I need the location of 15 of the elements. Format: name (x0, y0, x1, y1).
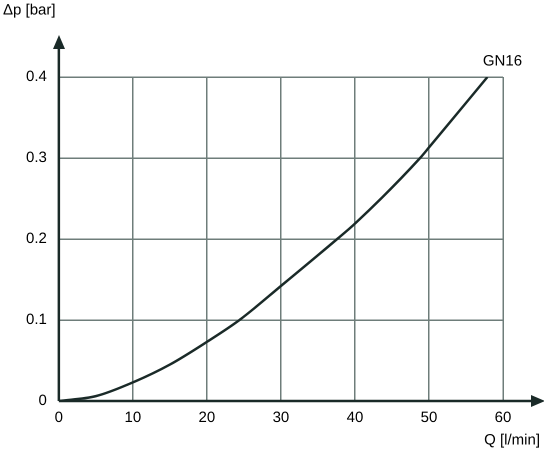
x-tick-label: 30 (272, 409, 290, 426)
x-tick-label: 10 (124, 409, 142, 426)
y-axis-title: Δp [bar] (3, 2, 56, 19)
y-tick-label: 0.4 (26, 68, 47, 86)
y-tick-label: 0.3 (26, 149, 47, 166)
series-label: GN16 (482, 52, 522, 70)
x-tick-label: 50 (420, 409, 438, 426)
y-tick-label: 0.2 (26, 230, 47, 248)
x-tick-label: 20 (198, 409, 216, 426)
x-axis-title: Q [l/min] (484, 432, 540, 449)
x-tick-label: 60 (494, 409, 512, 426)
y-tick-label: 0 (38, 392, 47, 410)
y-tick-label: 0.1 (26, 311, 47, 328)
x-tick-label: 0 (54, 409, 64, 426)
x-tick-label: 40 (346, 409, 364, 426)
